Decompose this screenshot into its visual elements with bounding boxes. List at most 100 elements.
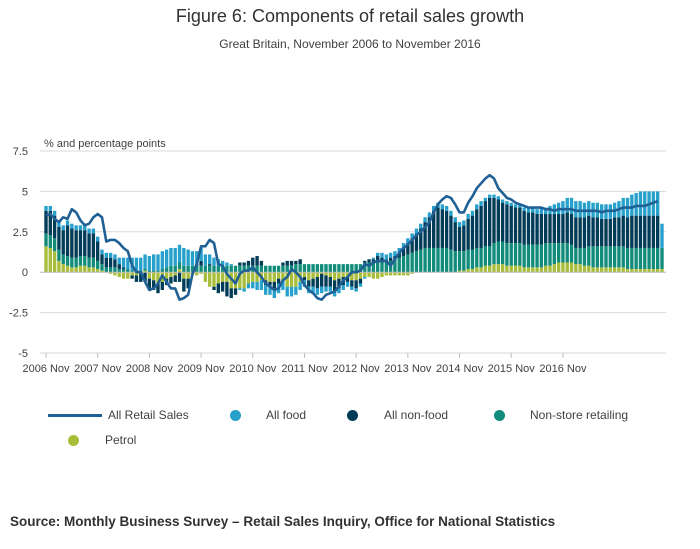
bar-all-non-food [617, 217, 621, 247]
bar-all-food [139, 257, 143, 271]
bar-petrol [492, 264, 496, 273]
bar-all-food [294, 286, 298, 295]
bar-all-non-food [324, 275, 328, 287]
bar-non-store [638, 247, 643, 269]
bar-non-store [345, 264, 350, 273]
bar-petrol [401, 272, 406, 276]
bar-non-store [552, 243, 556, 265]
bar-all-food [65, 220, 70, 226]
legend-item-all-non-food: All non-food [347, 408, 448, 422]
bar-non-store [410, 252, 414, 273]
bar-all-non-food [242, 262, 246, 266]
bar-petrol [320, 272, 324, 274]
bar-all-food [272, 288, 276, 299]
bar-non-store [44, 233, 48, 247]
source-note: Source: Monthly Business Survey – Retail… [10, 514, 556, 529]
bar-petrol [496, 264, 500, 273]
bar-all-food [380, 252, 384, 258]
bar-all-food [522, 207, 526, 211]
x-tick-label: 2013 Nov [384, 363, 432, 375]
bar-all-food [388, 252, 393, 258]
bar-petrol [634, 268, 638, 273]
bar-non-store [444, 247, 449, 273]
bar-non-store [397, 257, 401, 273]
x-tick-label: 2009 Nov [178, 363, 226, 375]
bar-all-non-food [332, 280, 337, 292]
bar-petrol [591, 267, 595, 273]
bar-all-food [466, 214, 470, 219]
bar-all-food [345, 281, 350, 287]
bar-all-food [152, 254, 156, 271]
bar-all-food [656, 191, 660, 216]
bar-all-non-food [595, 217, 600, 247]
bar-petrol [195, 272, 199, 276]
bar-non-store [376, 262, 380, 273]
bar-petrol [582, 265, 587, 273]
bar-all-food [509, 202, 513, 206]
bar-all-non-food [108, 257, 113, 268]
bar-petrol [324, 272, 328, 276]
bar-all-food [268, 285, 272, 295]
bar-petrol [565, 262, 569, 273]
bar-all-food [341, 285, 345, 290]
bar-all-non-food [294, 260, 298, 265]
bar-all-food [444, 205, 449, 211]
bar-non-store [621, 246, 625, 268]
bar-petrol [152, 272, 156, 281]
bar-non-store [475, 247, 479, 268]
bar-petrol [656, 268, 660, 273]
bar-all-non-food [186, 278, 190, 289]
bar-all-food [569, 197, 574, 215]
bar-petrol [164, 272, 169, 279]
bar-petrol [479, 267, 483, 273]
bar-all-non-food [483, 201, 488, 247]
bar-all-food [108, 252, 113, 258]
bar-non-store [505, 243, 509, 266]
bar-all-non-food [488, 197, 492, 247]
bar-non-store [307, 264, 311, 273]
bar-petrol [518, 265, 522, 273]
bar-all-non-food [233, 288, 238, 295]
bar-petrol [143, 270, 147, 273]
bar-all-non-food [440, 209, 444, 248]
bar-all-food [406, 238, 410, 244]
bar-petrol [134, 272, 139, 276]
bar-petrol [483, 265, 488, 273]
bar-all-non-food [139, 273, 143, 282]
bar-non-store [526, 244, 531, 268]
bar-all-food [320, 286, 324, 294]
bar-petrol [341, 272, 345, 278]
bar-all-food [52, 210, 57, 216]
x-tick-label: 2007 Nov [74, 363, 122, 375]
bar-non-store [259, 265, 264, 273]
bar-non-store [582, 247, 587, 266]
bar-all-food [61, 225, 65, 231]
bar-all-non-food [505, 204, 509, 244]
bar-all-non-food [52, 215, 57, 239]
bar-all-non-food [229, 288, 233, 299]
bar-petrol [48, 247, 52, 273]
legend-line-swatch [48, 413, 102, 417]
bar-petrol [91, 267, 96, 273]
bar-all-food [285, 286, 289, 297]
bar-all-food [350, 286, 354, 290]
bar-petrol [475, 267, 479, 273]
x-tick-label: 2011 Nov [281, 363, 328, 375]
bar-all-non-food [569, 214, 574, 245]
bar-petrol [186, 272, 190, 279]
bar-non-store [298, 264, 302, 273]
legend-item-petrol: Petrol [68, 433, 136, 447]
bar-petrol [561, 262, 565, 273]
bar-all-non-food [259, 260, 264, 266]
bar-non-store [294, 264, 298, 273]
legend-dot-swatch [68, 434, 79, 446]
y-axis-label: % and percentage points [44, 138, 166, 150]
bar-non-store [121, 268, 126, 273]
y-tick-label: 5 [22, 186, 28, 198]
bar-all-non-food [578, 217, 582, 248]
bar-all-food [229, 264, 233, 266]
bar-all-food [91, 228, 96, 234]
bar-petrol [595, 267, 600, 273]
bar-all-non-food [74, 230, 78, 258]
bar-all-non-food [298, 259, 302, 265]
